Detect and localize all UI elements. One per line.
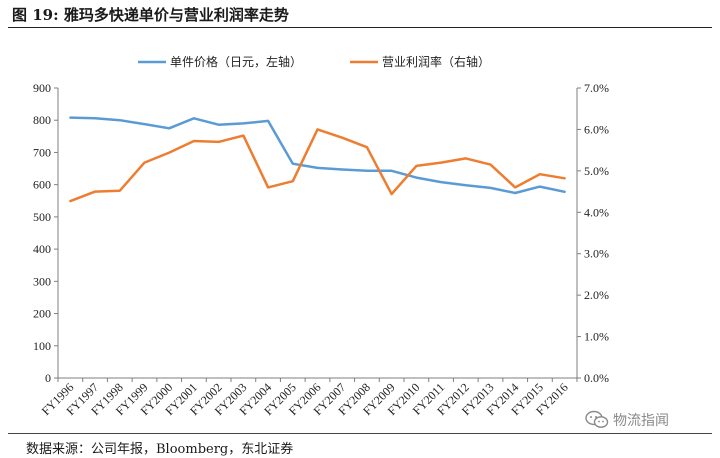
- source-note: 数据来源：公司年报，Bloomberg，东北证券: [26, 442, 294, 457]
- left-tick-label: 100: [33, 339, 51, 353]
- figure-title: 图 19: 雅玛多快递单价与营业利润率走势: [12, 6, 289, 24]
- x-axis-ticks: FY1996FY1997FY1998FY1999FY2000FY2001FY20…: [39, 378, 578, 418]
- left-tick-label: 800: [33, 113, 51, 127]
- left-tick-label: 400: [33, 242, 51, 256]
- left-tick-label: 200: [33, 307, 51, 321]
- right-axis-ticks: 0.0% 1.0% 2.0% 3.0% 4.0% 5.0% 6.0% 7.0%: [577, 81, 609, 385]
- watermark-text: 物流指闻: [613, 413, 669, 429]
- left-axis-ticks: 0 100 200 300 400 500 600 700 800 900: [33, 81, 58, 385]
- right-tick-label: 7.0%: [584, 81, 609, 95]
- right-tick-label: 1.0%: [584, 330, 609, 344]
- left-tick-label: 500: [33, 210, 51, 224]
- left-tick-label: 900: [33, 81, 51, 95]
- series-line-2: [69, 128, 566, 203]
- title-divider: [8, 27, 712, 28]
- series-line-1: [69, 116, 566, 195]
- wechat-bubble-icon: [585, 410, 609, 430]
- left-tick-label: 700: [33, 145, 51, 159]
- left-tick-label: 0: [45, 371, 51, 385]
- series-layer: [69, 116, 566, 203]
- right-tick-label: 6.0%: [584, 122, 609, 136]
- watermark: 物流指闻: [585, 410, 669, 430]
- legend-label-1: 单件价格（日元，左轴）: [170, 54, 302, 69]
- right-tick-label: 2.0%: [584, 288, 609, 302]
- right-tick-label: 4.0%: [584, 205, 609, 219]
- right-tick-label: 3.0%: [584, 247, 609, 261]
- legend-label-2: 营业利润率（右轴）: [382, 54, 490, 69]
- chart-legend: 单件价格（日元，左轴） 营业利润率（右轴）: [138, 54, 490, 69]
- left-tick-label: 600: [33, 178, 51, 192]
- chart-axes: [57, 88, 578, 379]
- line-chart: 0 100 200 300 400 500 600 700 800 900 0.0% 1.0% 2.0…: [33, 54, 609, 418]
- right-tick-label: 5.0%: [584, 164, 609, 178]
- footer-divider: [8, 433, 712, 434]
- left-tick-label: 300: [33, 274, 51, 288]
- right-tick-label: 0.0%: [584, 371, 609, 385]
